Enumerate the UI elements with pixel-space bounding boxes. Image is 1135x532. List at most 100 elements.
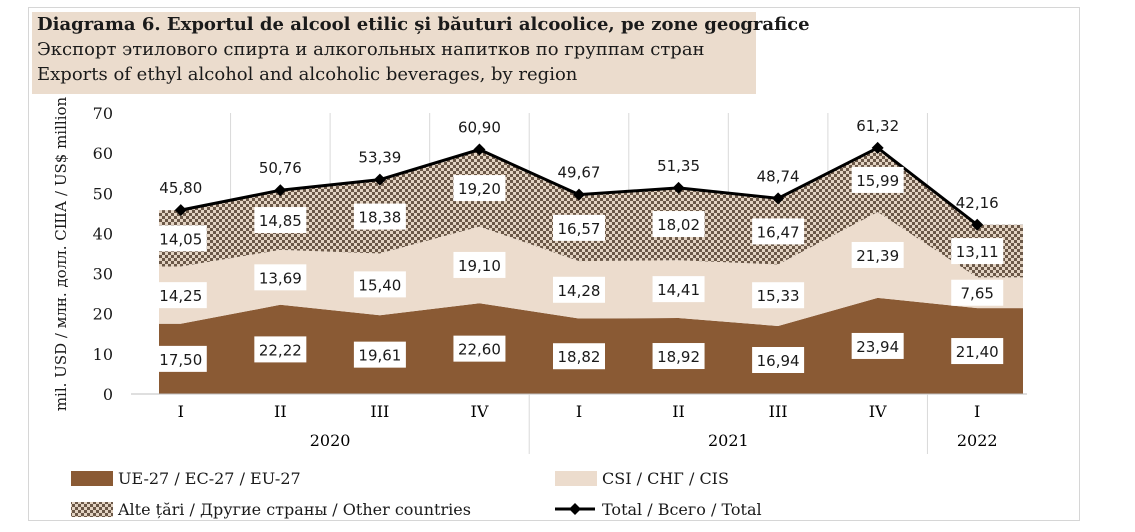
y-tick-label: 20 [93, 305, 113, 324]
label-eu27: 23,94 [856, 338, 899, 356]
legend-eu27-label: UE-27 / ЕС-27 / EU-27 [118, 469, 301, 488]
label-eu27-box [652, 343, 705, 370]
label-cis: 14,28 [558, 282, 601, 300]
label-cis-box [652, 276, 705, 303]
legend-cis-swatch [555, 471, 597, 486]
chart-title-ro: Diagrama 6. Exportul de alcool etilic și… [37, 14, 810, 35]
total-marker [971, 218, 984, 231]
label-eu27: 18,82 [558, 348, 601, 366]
label-eu27-box [951, 338, 1004, 365]
label-other-box [154, 225, 207, 252]
total-marker [473, 143, 486, 156]
label-cis-box [154, 282, 207, 309]
label-total: 49,67 [558, 164, 601, 182]
label-other: 16,47 [757, 223, 800, 241]
y-axis-label: mil. USD / млн. долл. США / US$ million [52, 96, 70, 411]
label-eu27: 19,61 [358, 347, 401, 365]
year-label: 2022 [957, 431, 998, 450]
legend-other-label: Alte țări / Другие страны / Other countr… [117, 500, 471, 519]
label-cis: 13,69 [259, 269, 302, 287]
x-tick-label: III [370, 402, 389, 421]
y-tick-label: 60 [93, 144, 113, 163]
label-total: 48,74 [757, 167, 800, 185]
label-other-box [752, 218, 805, 245]
label-other-box [453, 175, 506, 202]
y-tick-label: 70 [93, 104, 113, 123]
label-eu27: 22,22 [259, 341, 302, 359]
label-eu27-box [154, 345, 207, 372]
x-tick-label: II [274, 402, 287, 421]
x-tick-label: I [178, 402, 184, 421]
x-tick-label: I [974, 402, 980, 421]
legend-cis-label: CSI / СНГ / CIS [602, 469, 729, 488]
label-other: 19,20 [458, 180, 501, 198]
label-cis-box [851, 241, 904, 268]
chart-title-ru: Экспорт этилового спирта и алкогольных н… [37, 39, 705, 60]
label-eu27: 21,40 [956, 343, 999, 361]
label-eu27: 22,60 [458, 341, 501, 359]
label-other: 15,99 [856, 172, 899, 190]
label-cis-box [752, 282, 805, 309]
title-box [32, 12, 756, 94]
label-total: 51,35 [657, 157, 700, 175]
label-cis-box [951, 279, 1004, 306]
chart-frame [28, 7, 1080, 521]
x-tick-label: II [672, 402, 685, 421]
x-tick-label: III [769, 402, 788, 421]
label-other-box [254, 207, 307, 234]
legend-eu27-swatch [71, 471, 113, 486]
label-eu27: 16,94 [757, 352, 800, 370]
label-total: 61,32 [856, 117, 899, 135]
label-eu27-box [353, 341, 406, 368]
label-other: 14,85 [259, 212, 302, 230]
label-other-box [553, 214, 605, 241]
label-eu27-box [453, 335, 506, 362]
total-marker [174, 204, 187, 217]
y-tick-label: 10 [93, 345, 113, 364]
label-cis: 14,25 [159, 287, 202, 305]
label-total: 45,80 [159, 179, 202, 197]
total-marker [274, 184, 287, 197]
chart-title-en: Exports of ethyl alcohol and alcoholic b… [37, 64, 578, 85]
label-cis-box [353, 271, 406, 298]
total-marker [573, 188, 585, 201]
label-eu27: 17,50 [159, 351, 202, 369]
label-total: 60,90 [458, 119, 501, 137]
x-tick-label: I [576, 402, 582, 421]
legend-other-swatch [71, 502, 113, 517]
label-total: 50,76 [259, 159, 302, 177]
label-eu27-box [851, 332, 904, 359]
label-other-box [851, 166, 904, 193]
label-cis-box [453, 251, 506, 278]
y-tick-label: 30 [93, 265, 113, 284]
legend-total-label: Total / Всего / Total [602, 500, 762, 519]
total-marker [772, 192, 785, 205]
area-cis [159, 212, 1023, 326]
label-total: 42,16 [956, 194, 999, 212]
year-label: 2020 [310, 431, 351, 450]
label-other: 13,11 [956, 243, 999, 261]
label-cis: 14,41 [657, 281, 700, 299]
label-cis: 15,33 [757, 287, 800, 305]
label-other: 18,38 [358, 209, 401, 227]
label-other: 18,02 [657, 216, 700, 234]
label-other: 14,05 [159, 230, 202, 248]
label-other-box [353, 203, 406, 230]
label-other-box [652, 211, 705, 238]
label-total: 53,39 [358, 149, 401, 167]
label-eu27-box [254, 336, 307, 363]
label-cis: 19,10 [458, 257, 501, 275]
label-eu27-box [752, 346, 805, 373]
label-eu27-box [553, 343, 605, 370]
label-cis: 21,39 [856, 247, 899, 265]
y-tick-label: 50 [93, 184, 113, 203]
total-marker [672, 181, 685, 194]
label-cis: 15,40 [358, 276, 401, 294]
x-tick-label: IV [869, 402, 887, 421]
total-marker [871, 141, 884, 154]
label-other-box [951, 238, 1004, 265]
legend-total-marker [569, 503, 581, 515]
label-other: 16,57 [558, 220, 601, 238]
y-tick-label: 40 [93, 224, 113, 243]
